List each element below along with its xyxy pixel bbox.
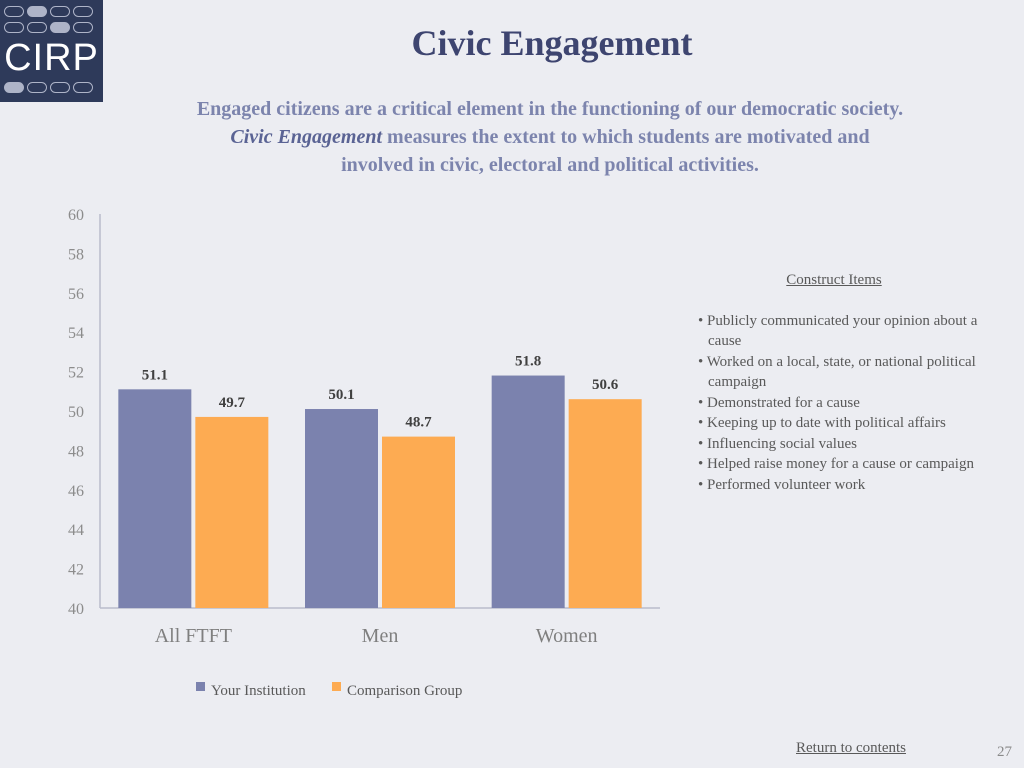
x-tick-label: Women [536,625,598,647]
bar-value-label: 51.1 [142,367,168,383]
legend-swatch [196,682,205,691]
page-subtitle: Engaged citizens are a critical element … [140,95,960,179]
logo-pill [27,22,47,33]
bar-value-label: 50.1 [328,387,354,403]
legend-swatch [332,682,341,691]
y-tick-label: 50 [68,404,84,421]
bar-comparison-group [382,436,455,608]
logo-pill [27,6,47,17]
y-tick-label: 52 [68,365,84,382]
construct-items-title: Construct Items [786,272,882,288]
construct-item: • Helped raise money for a cause or camp… [698,456,974,472]
logo-pill [4,22,24,33]
construct-items-panel: Construct Items • Publicly communicated … [690,270,990,495]
y-tick-label: 40 [68,601,84,618]
bar-value-label: 48.7 [405,415,432,431]
logo-text: CIRP [4,37,99,79]
construct-item: • Keeping up to date with political affa… [698,415,946,431]
return-to-contents-link[interactable]: Return to contents [796,740,906,756]
x-tick-label: Men [362,625,399,647]
construct-items-list: • Publicly communicated your opinion abo… [690,311,990,496]
bar-value-label: 50.6 [592,377,619,393]
construct-item: • Worked on a local, state, or national … [698,353,976,391]
logo-pill [73,82,93,93]
logo-pill [27,82,47,93]
subtitle-line-2-rest: measures the extent to which students ar… [382,126,870,148]
x-tick-label: All FTFT [155,625,232,647]
logo-pill [4,82,24,93]
y-tick-label: 44 [68,522,84,539]
subtitle-emphasis: Civic Engagement [230,126,383,148]
bar-your-institution [491,375,565,608]
cirp-logo: CIRP [0,0,103,102]
bar-your-institution [305,409,378,608]
construct-item: • Performed volunteer work [698,476,866,493]
construct-item: • Demonstrated for a cause [698,394,860,411]
y-tick-label: 48 [68,443,84,460]
logo-pill [50,6,70,17]
page-number: 27 [997,744,1012,760]
legend-label: Comparison Group [347,683,462,699]
logo-pill [73,6,93,17]
bar-your-institution [118,389,192,608]
logo-pill [4,6,24,17]
bar-comparison-group [195,416,269,608]
logo-pill [73,22,93,33]
logo-pill [50,82,70,93]
subtitle-line-2: Civic Engagement measures the extent to … [140,123,960,151]
subtitle-line-1: Engaged citizens are a critical element … [196,98,904,120]
legend-label: Your Institution [211,683,306,699]
y-tick-label: 56 [68,286,84,303]
page-title: Civic Engagement [411,23,693,63]
y-tick-label: 42 [68,562,84,579]
y-tick-label: 54 [68,325,84,342]
bar-value-label: 49.7 [219,395,246,411]
logo-pill-row-top [4,6,93,17]
subtitle-line-3: involved in civic, electoral and politic… [341,154,759,176]
construct-item: • Influencing social values [698,435,857,452]
y-tick-label: 60 [68,207,84,224]
bar-comparison-group [568,399,642,608]
bar-value-label: 51.8 [515,354,541,370]
logo-pill-row-middle [4,22,93,33]
logo-pill-row-bottom [4,82,93,93]
y-tick-label: 46 [68,483,84,500]
construct-item: • Publicly communicated your opinion abo… [698,312,978,350]
y-tick-label: 58 [68,246,84,263]
logo-pill [50,22,70,33]
